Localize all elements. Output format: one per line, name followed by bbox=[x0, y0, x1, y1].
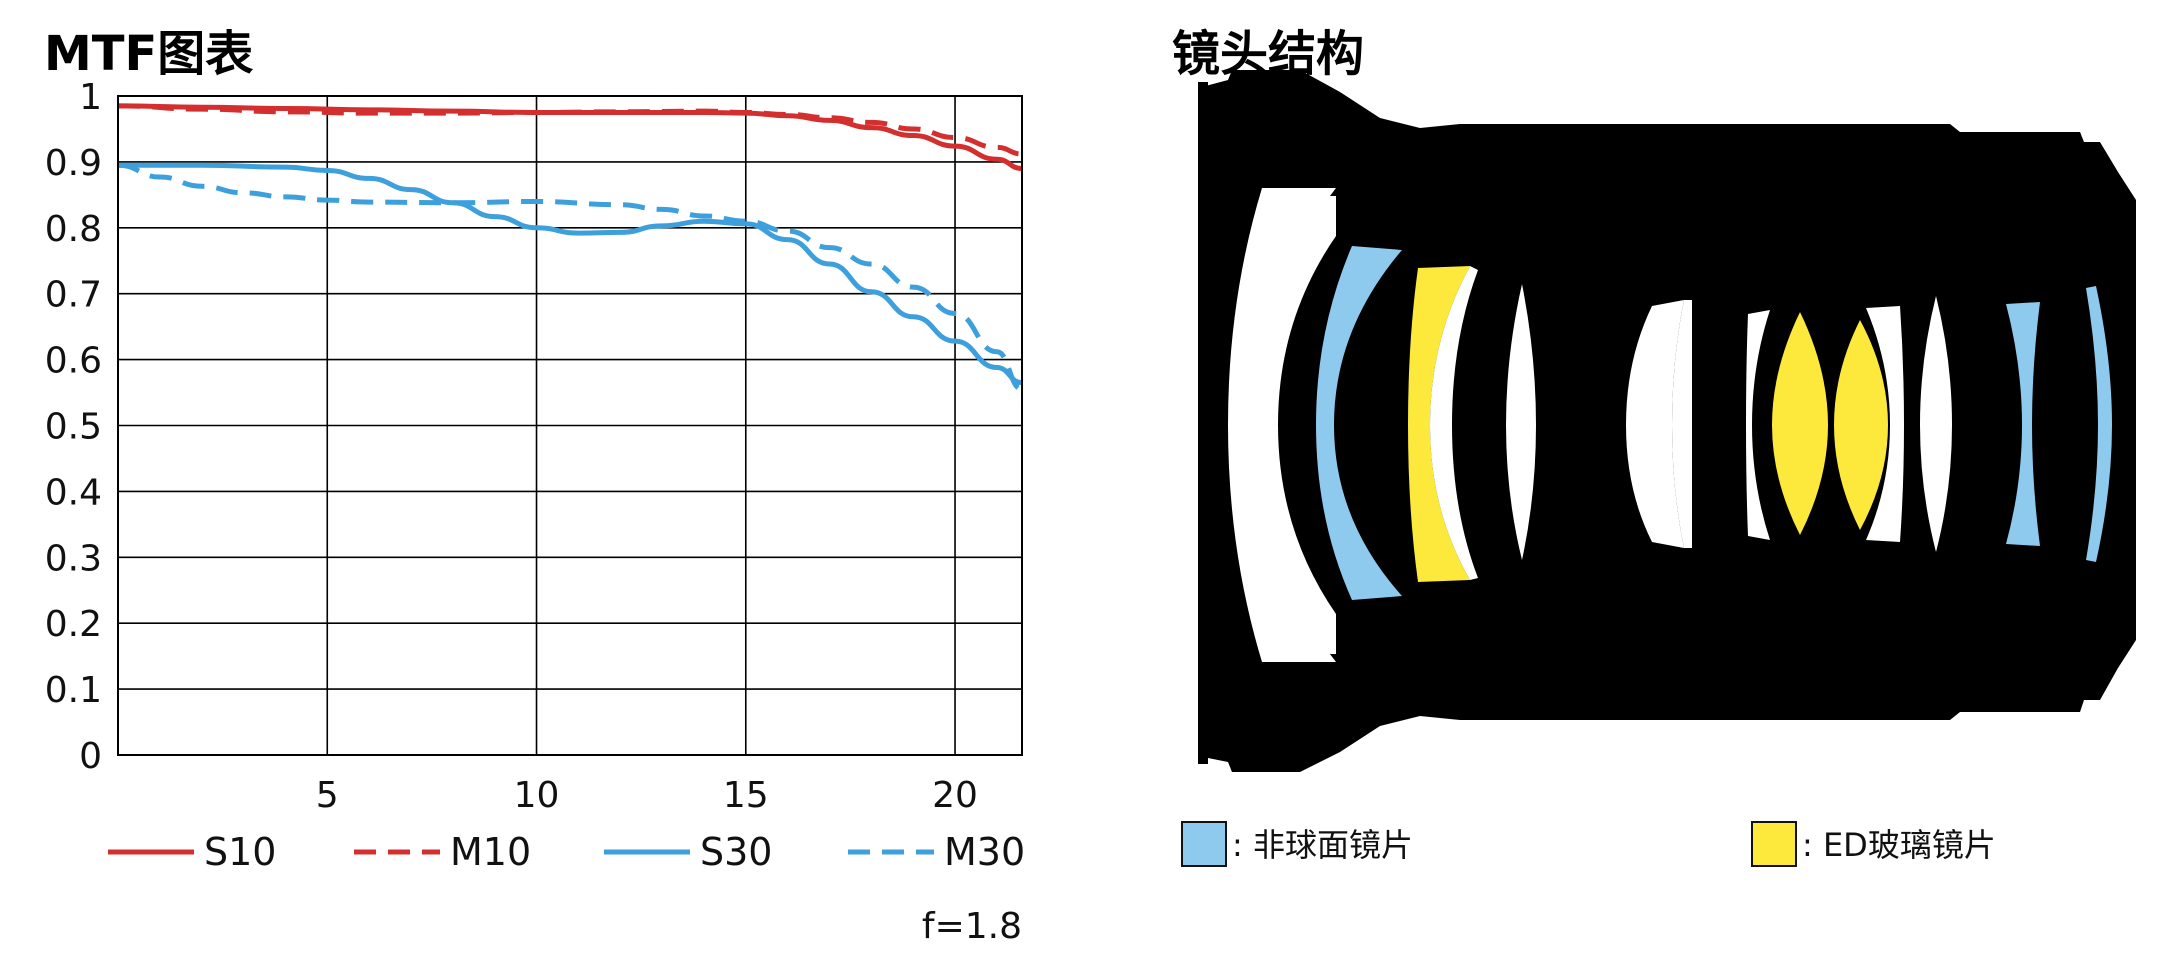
lens-element-14-aspherical bbox=[2086, 286, 2112, 562]
lens-element-11 bbox=[1866, 306, 1904, 542]
lens-legend: : 非球面镜片 : ED玻璃镜片 bbox=[1181, 821, 1996, 867]
lens-element-9-ed bbox=[1772, 312, 1828, 535]
legend-label-m10: M10 bbox=[450, 830, 531, 874]
plot-frame bbox=[117, 95, 1023, 756]
y-tick-label: 0 bbox=[79, 736, 102, 777]
y-axis-ticks: 0 0.1 0.2 0.3 0.4 0.5 0.6 0.7 0.8 0.9 1 bbox=[45, 77, 102, 777]
lens-element-12 bbox=[1920, 296, 1952, 552]
lens-element-6 bbox=[1626, 300, 1684, 548]
legend-label-s10: S10 bbox=[204, 830, 276, 874]
y-tick-label: 0.2 bbox=[45, 604, 102, 645]
series-line-s30 bbox=[118, 162, 1023, 386]
y-tick-label: 0.5 bbox=[45, 407, 102, 448]
lens-element-8 bbox=[1746, 310, 1770, 540]
lens-element-4 bbox=[1430, 266, 1478, 580]
lens-element-1-inner bbox=[1240, 196, 1336, 654]
legend-label-m30: M30 bbox=[944, 830, 1025, 874]
x-axis-ticks: 5 10 15 20 bbox=[316, 775, 978, 816]
aperture-note: f=1.8 bbox=[922, 906, 1022, 947]
series-lines bbox=[117, 103, 1023, 392]
barrel-mount bbox=[2118, 200, 2132, 640]
series-line-m10 bbox=[117, 103, 1023, 157]
lens-element-1-cut bbox=[1290, 250, 1370, 600]
lens-element-10-ed bbox=[1834, 320, 1888, 530]
ed-glass-legend-label: : ED玻璃镜片 bbox=[1802, 826, 1996, 864]
ed-glass-swatch bbox=[1751, 821, 1797, 867]
y-tick-label: 0.7 bbox=[45, 275, 102, 316]
y-tick-label: 0.8 bbox=[45, 209, 102, 250]
lens-element-3-ed bbox=[1408, 266, 1470, 582]
y-tick-label: 0.6 bbox=[45, 341, 102, 382]
mtf-chart-title: MTF图表 bbox=[44, 26, 254, 82]
aspherical-legend-label: : 非球面镜片 bbox=[1232, 826, 1413, 864]
series-line-s10 bbox=[117, 103, 1023, 171]
y-tick-label: 0.3 bbox=[45, 538, 102, 579]
x-tick-label: 10 bbox=[514, 775, 560, 816]
series-line-m30 bbox=[117, 162, 1023, 392]
barrel-ring-1 bbox=[1198, 82, 1208, 764]
lens-element-13-aspherical bbox=[2006, 302, 2040, 546]
legend-label-s30: S30 bbox=[700, 830, 772, 874]
x-tick-label: 20 bbox=[932, 775, 978, 816]
y-tick-label: 0.1 bbox=[45, 670, 102, 711]
x-tick-label: 5 bbox=[316, 775, 339, 816]
lens-elements bbox=[1228, 188, 2112, 662]
lens-element-7 bbox=[1672, 300, 1692, 548]
aspherical-swatch bbox=[1181, 821, 1227, 867]
x-tick-label: 15 bbox=[723, 775, 769, 816]
y-tick-label: 0.4 bbox=[45, 472, 102, 513]
y-tick-label: 1 bbox=[79, 77, 102, 118]
mtf-chart: 0 0.1 0.2 0.3 0.4 0.5 0.6 0.7 0.8 0.9 1 5 10 15 20 S1… bbox=[45, 77, 1025, 947]
lens-element-5 bbox=[1506, 284, 1536, 560]
chart-legend: S10 M10 S30 M30 bbox=[108, 830, 1025, 874]
y-tick-label: 0.9 bbox=[45, 143, 102, 184]
lens-element-2-aspherical bbox=[1316, 246, 1402, 600]
